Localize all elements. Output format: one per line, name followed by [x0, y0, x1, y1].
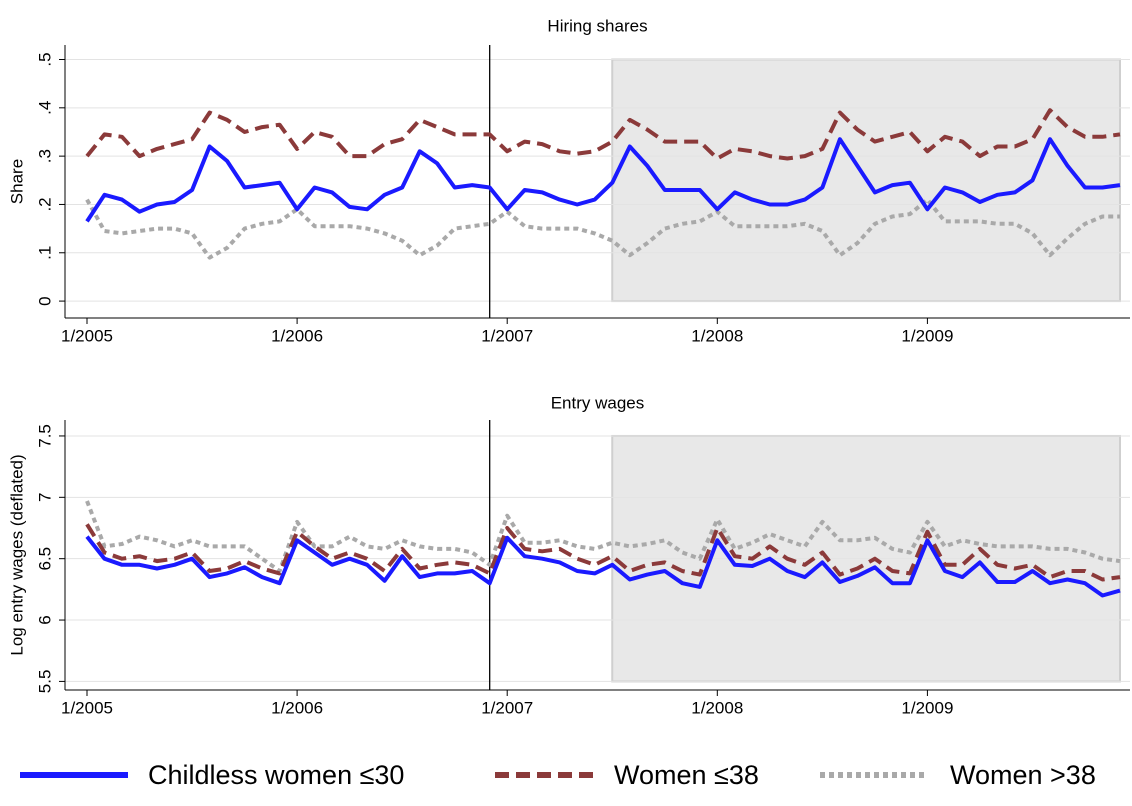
- legend-label: Women ≤38: [614, 760, 759, 790]
- x-tick-label: 1/2007: [481, 698, 533, 717]
- x-tick-label: 1/2006: [271, 326, 323, 345]
- line-series: [85, 197, 1120, 260]
- y-tick-label: .4: [35, 101, 54, 115]
- chart-title: Hiring shares: [547, 16, 647, 35]
- y-tick-label: .5: [35, 52, 54, 66]
- y-tick-label: 7.5: [35, 424, 54, 448]
- line-series: [85, 535, 1121, 598]
- chart-title: Entry wages: [551, 393, 645, 412]
- y-axis-label: Share: [7, 159, 26, 204]
- legend-label: Women >38: [950, 760, 1096, 790]
- y-tick-label: 5.5: [35, 670, 54, 694]
- legend: Childless women ≤30 Women ≤38 Women >38: [20, 760, 1096, 790]
- line-series: [85, 523, 1121, 582]
- x-tick-label: 1/2008: [691, 326, 743, 345]
- x-tick-label: 1/2005: [61, 326, 113, 345]
- x-tick-label: 1/2006: [271, 698, 323, 717]
- y-tick-label: 7: [35, 493, 54, 502]
- y-tick-label: .2: [35, 197, 54, 211]
- x-tick-label: 1/2005: [61, 698, 113, 717]
- y-tick-label: 6.5: [35, 547, 54, 571]
- y-tick-label: .1: [35, 246, 54, 260]
- y-tick-label: .3: [35, 149, 54, 163]
- y-tick-label: 6: [35, 615, 54, 624]
- x-tick-label: 1/2009: [901, 698, 953, 717]
- y-tick-label: 0: [35, 296, 54, 305]
- legend-label: Childless women ≤30: [148, 760, 404, 790]
- line-series: [85, 500, 1121, 573]
- y-axis-label: Log entry wages (deflated): [7, 454, 26, 655]
- line-series: [85, 137, 1121, 223]
- x-tick-label: 1/2008: [691, 698, 743, 717]
- x-tick-label: 1/2009: [901, 326, 953, 345]
- x-tick-label: 1/2007: [481, 326, 533, 345]
- line-series: [85, 108, 1121, 161]
